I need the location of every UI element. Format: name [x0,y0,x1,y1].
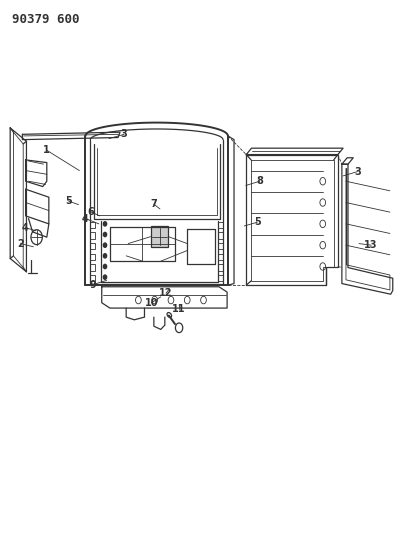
Circle shape [103,275,107,279]
Text: 90379 600: 90379 600 [12,13,80,26]
Bar [90,275,95,281]
Bar [218,275,223,281]
Text: 10: 10 [144,298,158,308]
Bar [90,254,95,260]
Bar [90,232,95,239]
Text: 8: 8 [256,176,263,186]
Text: 4: 4 [82,214,89,223]
Text: 5: 5 [65,196,72,206]
Bar [90,243,95,249]
Bar [90,264,95,271]
Circle shape [103,232,107,237]
Text: 3: 3 [121,130,127,139]
Text: 9: 9 [90,280,96,289]
Bar [218,243,223,249]
Circle shape [103,243,107,247]
Text: 4: 4 [22,223,28,232]
Bar [151,226,168,247]
Circle shape [103,264,107,269]
Circle shape [103,222,107,226]
Text: 11: 11 [172,304,186,314]
Text: 5: 5 [254,217,260,227]
Text: 12: 12 [159,288,173,298]
Circle shape [103,254,107,258]
Text: 7: 7 [151,199,157,209]
Bar [218,222,223,228]
Text: 3: 3 [354,167,361,176]
Text: 2: 2 [17,239,24,248]
Bar [218,264,223,271]
Text: 6: 6 [87,207,94,216]
Bar [218,254,223,260]
Bar [90,222,95,228]
Text: 1: 1 [44,146,50,155]
Text: 13: 13 [364,240,378,250]
Bar [218,232,223,239]
